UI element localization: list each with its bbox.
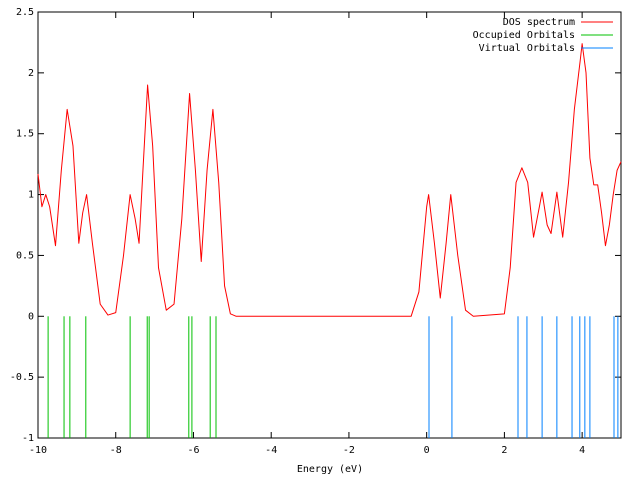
x-tick-label: 0 [424, 445, 430, 456]
x-tick-label: -10 [29, 445, 47, 456]
y-tick-label: 2 [28, 68, 34, 79]
plot-border [37, 11, 622, 439]
y-tick-label: 0.5 [16, 250, 34, 261]
dos-line [37, 43, 622, 317]
y-tick-label: 1.5 [16, 129, 34, 140]
x-tick-label: -8 [110, 445, 122, 456]
y-tick-label: -1 [22, 433, 34, 444]
y-tick-label: 2.5 [16, 7, 34, 18]
legend-label: Virtual Orbitals [479, 43, 575, 54]
y-tick-label: -0.5 [10, 372, 34, 383]
x-axis-label: Energy (eV) [297, 464, 363, 475]
y-tick-label: 1 [28, 190, 34, 201]
y-tick-label: 0 [28, 311, 34, 322]
legend-label: DOS spectrum [503, 17, 575, 28]
x-tick-label: 2 [501, 445, 507, 456]
legend-label: Occupied Orbitals [473, 30, 575, 41]
x-tick-label: -4 [265, 445, 277, 456]
x-tick-label: 4 [579, 445, 585, 456]
x-tick-label: -6 [187, 445, 199, 456]
x-tick-label: -2 [343, 445, 355, 456]
